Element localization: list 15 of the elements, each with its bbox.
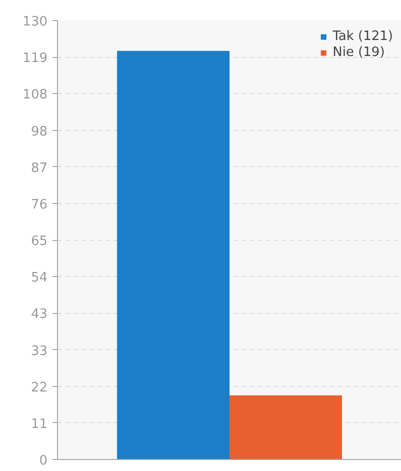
y-tick-label: 54 xyxy=(30,270,48,286)
y-tick-label: 87 xyxy=(30,160,48,176)
y-tick-label: 22 xyxy=(30,380,48,396)
y-tick-label: 33 xyxy=(30,344,48,359)
y-tick-label: 130 xyxy=(22,14,48,30)
y-tick-label: 65 xyxy=(30,234,48,249)
y-tick-label: 0 xyxy=(39,454,48,468)
y-tick-label: 11 xyxy=(30,416,48,432)
y-tick-label: 119 xyxy=(22,51,48,66)
legend-label: Nie (19) xyxy=(332,44,385,60)
y-tick-label: 43 xyxy=(30,307,48,322)
y-tick-label: 108 xyxy=(22,88,48,103)
y-tick-label: 98 xyxy=(30,124,48,140)
y-tick-label: 76 xyxy=(30,197,48,212)
legend-label: Tak (121) xyxy=(332,28,393,44)
